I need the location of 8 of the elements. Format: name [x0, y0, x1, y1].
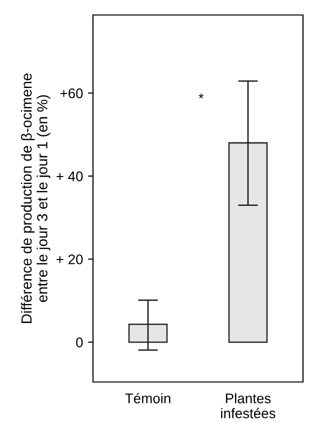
y-tick-label: + 40 [56, 171, 83, 182]
x-tick-label: Témoin [125, 392, 170, 404]
y-tick-label: +60 [60, 88, 83, 98]
y-axis-title: Différence de production de β-ocimene entre le jour 3 et le jour 1 (en %) [20, 73, 50, 323]
x-tick-label: Plantes infestées [221, 393, 276, 418]
annotation: * [198, 93, 204, 98]
y-tick-label: + 20 [56, 254, 83, 264]
y-tick-label: 0 [76, 337, 83, 348]
